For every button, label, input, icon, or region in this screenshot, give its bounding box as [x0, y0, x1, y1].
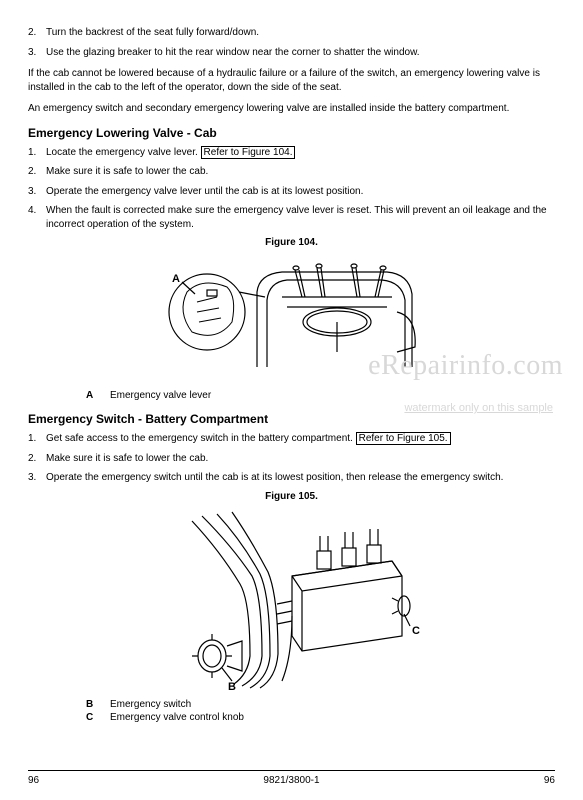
list-text: Operate the emergency switch until the c… [46, 471, 555, 485]
list-text: Make sure it is safe to lower the cab. [46, 452, 555, 466]
list-item: 2. Make sure it is safe to lower the cab… [28, 452, 555, 466]
paragraph: If the cab cannot be lowered because of … [28, 67, 555, 94]
figure-caption: Figure 105. [28, 491, 555, 502]
page: 2. Turn the backrest of the seat fully f… [0, 0, 583, 724]
paragraph: An emergency switch and secondary emerge… [28, 102, 555, 116]
list-text: Use the glazing breaker to hit the rear … [46, 46, 555, 60]
list-number: 1. [28, 432, 46, 446]
legend-row: B Emergency switch [86, 698, 555, 711]
text-run: Get safe access to the emergency switch … [46, 433, 356, 444]
legend-key: C [86, 711, 110, 724]
text-run: Locate the emergency valve lever. [46, 147, 201, 158]
list-text: Locate the emergency valve lever. Refer … [46, 146, 555, 160]
list-item: 2. Turn the backrest of the seat fully f… [28, 26, 555, 40]
list-text: When the fault is corrected make sure th… [46, 204, 555, 231]
list-text: Make sure it is safe to lower the cab. [46, 165, 555, 179]
figure-104-svg: A [147, 252, 437, 382]
list-number: 3. [28, 46, 46, 60]
list-item: 3. Use the glazing breaker to hit the re… [28, 46, 555, 60]
footer-page-right: 96 [544, 775, 555, 786]
list-text: Turn the backrest of the seat fully forw… [46, 26, 555, 40]
page-footer: 96 9821/3800-1 96 [28, 770, 555, 786]
list-number: 2. [28, 165, 46, 179]
figure-105-legend: B Emergency switch C Emergency valve con… [86, 698, 555, 724]
figure-label-b: B [228, 681, 236, 691]
list-number: 3. [28, 185, 46, 199]
list-item: 3. Operate the emergency switch until th… [28, 471, 555, 485]
list-item: 1. Get safe access to the emergency swit… [28, 432, 555, 446]
legend-row: C Emergency valve control knob [86, 711, 555, 724]
list-item: 4. When the fault is corrected make sure… [28, 204, 555, 231]
legend-text: Emergency valve control knob [110, 711, 244, 724]
legend-key: B [86, 698, 110, 711]
footer-docid: 9821/3800-1 [263, 775, 319, 786]
list-item: 3. Operate the emergency valve lever unt… [28, 185, 555, 199]
figure-104-legend: A Emergency valve lever [86, 389, 555, 402]
section-heading: Emergency Lowering Valve - Cab [28, 126, 555, 140]
list-number: 1. [28, 146, 46, 160]
list-item: 2. Make sure it is safe to lower the cab… [28, 165, 555, 179]
legend-row: A Emergency valve lever [86, 389, 555, 402]
list-number: 2. [28, 26, 46, 40]
section-heading: Emergency Switch - Battery Compartment [28, 412, 555, 426]
list-number: 3. [28, 471, 46, 485]
legend-key: A [86, 389, 110, 402]
list-text: Operate the emergency valve lever until … [46, 185, 555, 199]
figure-label-a: A [172, 273, 180, 285]
figure-caption: Figure 104. [28, 237, 555, 248]
footer-page-left: 96 [28, 775, 39, 786]
legend-text: Emergency valve lever [110, 389, 211, 402]
figure-104: A [28, 252, 555, 385]
figure-105-svg: B C [142, 506, 442, 691]
legend-text: Emergency switch [110, 698, 191, 711]
list-item: 1. Locate the emergency valve lever. Ref… [28, 146, 555, 160]
figure-reference: Refer to Figure 105. [356, 432, 451, 445]
figure-105: B C [28, 506, 555, 694]
figure-label-c: C [412, 625, 420, 637]
list-number: 4. [28, 204, 46, 231]
figure-reference: Refer to Figure 104. [201, 146, 296, 159]
list-text: Get safe access to the emergency switch … [46, 432, 555, 446]
list-number: 2. [28, 452, 46, 466]
